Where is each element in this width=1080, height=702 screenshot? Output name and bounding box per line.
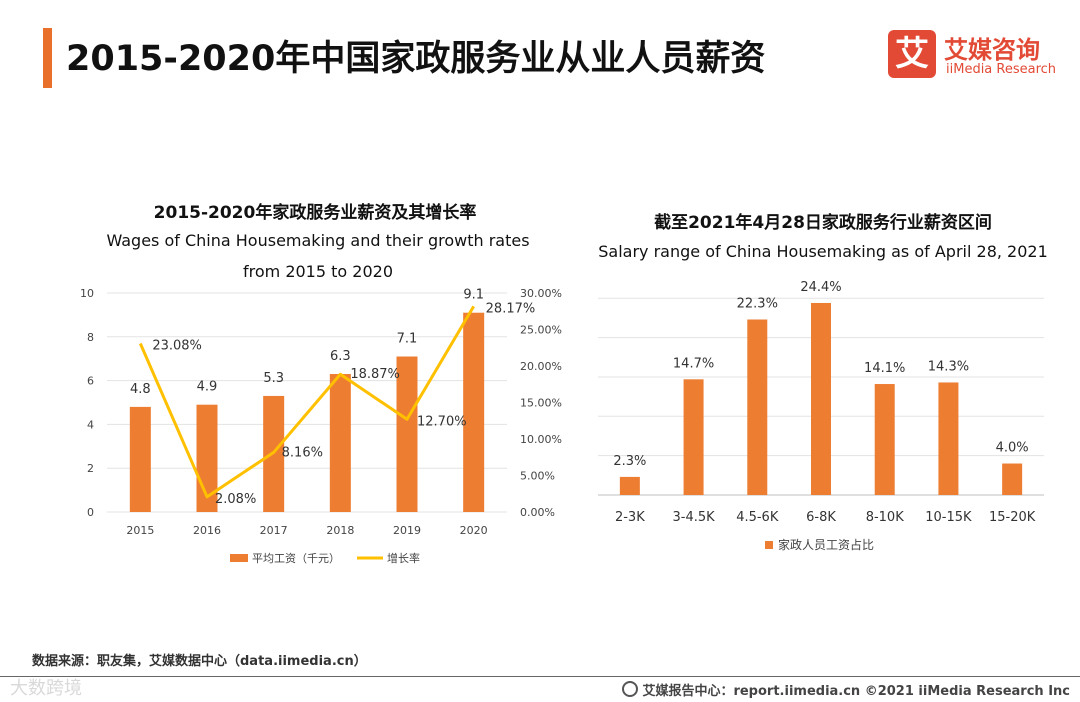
chart1-y-left-tick: 0 [87,506,94,519]
chart1-bar-label: 7.1 [397,332,418,347]
chart2-bar [811,302,831,495]
watermark: 大数跨境 [10,678,82,699]
chart1-y-left-tick: 2 [87,462,94,475]
chart2-bar-label: 14.1% [864,361,905,376]
chart1-y-right-tick: 20.00% [520,360,562,373]
chart1-growth-label: 2.08% [215,492,256,507]
chart2-bar-label: 14.3% [928,359,969,374]
chart1-growth-label: 18.87% [350,367,400,382]
chart1-bar [329,374,351,512]
globe-icon [622,681,639,697]
chart1-y-right-tick: 5.00% [520,470,555,483]
chart2-bar-label: 4.0% [996,441,1029,456]
chart1-bar [129,406,151,512]
chart2-bar [619,476,640,495]
chart1-growth-label: 28.17% [486,301,536,316]
chart1-subtitle-line1: Wages of China Housemaking and their gro… [106,231,530,250]
chart1-bar [396,356,418,512]
chart1-bar-label: 4.8 [130,382,151,397]
chart2-x-tick: 6-8K [806,510,836,525]
chart1-x-tick: 2015 [126,524,154,537]
chart1-y-left-tick: 6 [87,375,94,388]
chart1-x-tick: 2017 [260,524,288,537]
logo-mark: 艾 [888,30,936,78]
chart1-title: 2015-2020年家政服务业薪资及其增长率 [153,203,477,223]
chart1-y-right-tick: 10.00% [520,433,562,446]
chart1-y-left-tick: 10 [80,287,94,300]
chart1-growth-label: 23.08% [152,339,202,354]
chart1-growth-label: 12.70% [417,414,467,429]
page-title: 2015-2020年中国家政服务业从业人员薪资 [66,39,766,79]
chart2-x-tick: 3-4.5K [672,510,715,525]
chart1-x-tick: 2020 [460,524,488,537]
chart2-x-tick: 4.5-6K [736,510,779,525]
chart2-bar [938,382,959,495]
chart2-bar [683,379,704,495]
data-source: 数据来源：职友集，艾媒数据中心（data.iimedia.cn） [32,654,367,669]
chart2-title: 截至2021年4月28日家政服务行业薪资区间 [654,213,992,233]
chart2-subtitle: Salary range of China Housemaking as of … [598,242,1048,261]
footer-text: 艾媒报告中心：report.iimedia.cn ©2021 iiMedia R… [642,684,1070,699]
chart2-legend-label: 家政人员工资占比 [778,537,874,552]
chart1-growth-line [138,305,475,499]
chart1-x-tick: 2019 [393,524,421,537]
chart1-subtitle-line2: from 2015 to 2020 [243,262,393,281]
chart1-legend-label-line: 增长率 [387,551,420,565]
chart1-y-left-tick: 4 [87,418,94,431]
chart1-y-right-tick: 25.00% [520,324,562,337]
chart1-legend-label-bar: 平均工资（千元） [252,552,340,565]
footer-divider [0,676,1080,677]
chart2-bar-label: 22.3% [737,296,778,311]
chart1-y-right-tick: 0.00% [520,506,555,519]
chart2-x-tick: 2-3K [615,510,645,525]
chart1-bar-label: 9.1 [463,288,484,303]
title-accent-bar [43,28,52,88]
chart2-bar-label: 14.7% [673,356,714,371]
chart1-bar-label: 6.3 [330,349,351,364]
logo-cn-text: 艾媒咨询 [944,36,1040,64]
chart2-bar-label: 2.3% [613,454,646,469]
chart1-y-right-tick: 30.00% [520,287,562,300]
chart1-y-left-tick: 8 [87,331,94,344]
chart1-growth-label: 8.16% [282,445,323,460]
chart1-legend-swatch-bar [230,554,248,562]
logo-en-text: iiMedia Research [946,62,1057,77]
chart2-bar [747,319,768,495]
chart1-bar [463,312,485,512]
chart1-x-tick: 2016 [193,524,221,537]
chart2-bar-label: 24.4% [800,280,841,295]
chart2-x-tick: 10-15K [925,510,972,525]
chart2-legend-swatch [765,541,773,549]
footer: 艾媒报告中心：report.iimedia.cn ©2021 iiMedia R… [622,680,1070,699]
chart2-bar [1002,463,1023,495]
chart2-x-tick: 15-20K [989,510,1036,525]
chart1-y-right-tick: 15.00% [520,397,562,410]
chart1-bar-label: 4.9 [197,380,218,395]
chart2-x-tick: 8-10K [866,510,905,525]
chart1-bar-label: 5.3 [263,371,284,386]
chart2-bar [874,384,895,495]
chart1-x-tick: 2018 [326,524,354,537]
iimedia-logo: 艾 艾媒咨询 iiMedia Research [888,30,1060,80]
